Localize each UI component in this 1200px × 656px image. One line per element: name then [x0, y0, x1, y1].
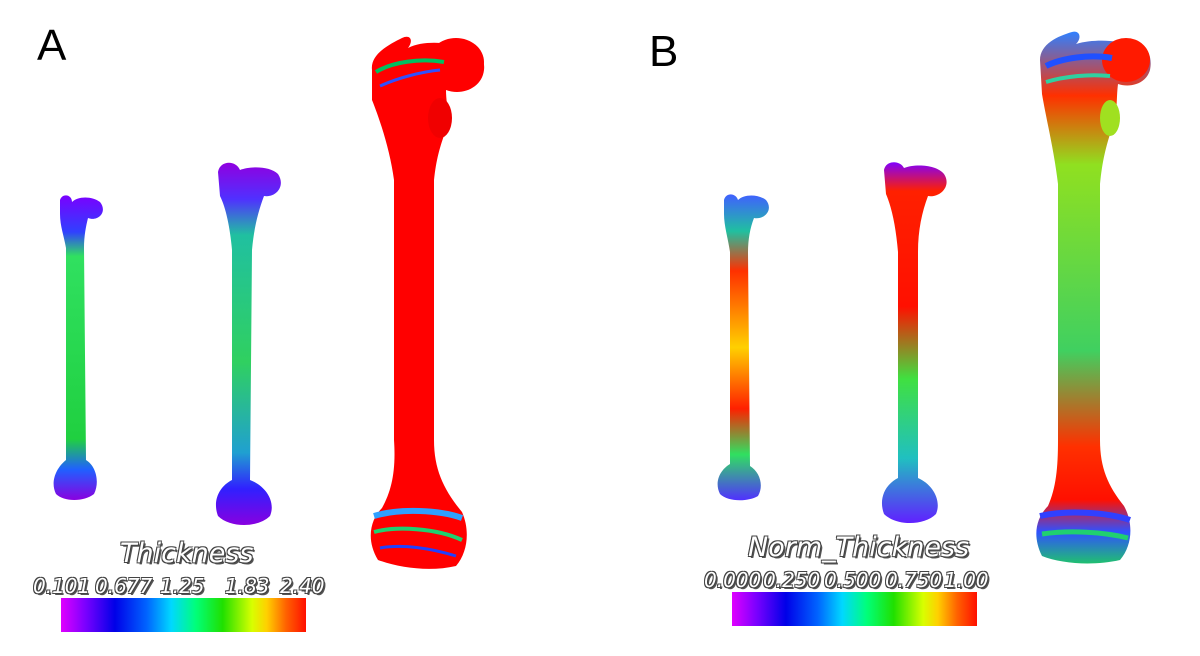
femur-small-a: [53, 195, 103, 500]
femur-medium-a: [215, 162, 281, 526]
panel-label-a: A: [37, 21, 67, 70]
colorbar-tick: 0.677: [95, 574, 153, 598]
colorbar-title: Thickness: [120, 538, 254, 569]
panel-label-b: B: [649, 27, 679, 76]
colorbar-tick: 0.250: [763, 568, 821, 592]
colorbar-tick: 1.00: [944, 568, 989, 592]
femur-medium-b: [881, 162, 947, 523]
colorbar-tick: 0.500: [824, 568, 882, 592]
colorbar-tick: 0.750: [885, 568, 943, 592]
colorbar-tick: 2.40: [280, 574, 325, 598]
colorbar-tick: 0.000: [704, 568, 762, 592]
femur-large-b: [1036, 31, 1151, 564]
colorbar: [61, 598, 306, 632]
femur-renderings-b: [717, 31, 1151, 564]
femur-small-b: [717, 194, 769, 501]
panel-b: B: [600, 0, 1200, 656]
femur-renderings-a: [53, 36, 485, 569]
panel-a: A: [33, 21, 485, 632]
colorbar-title: Norm_Thickness: [748, 532, 970, 563]
femur-large-a: [370, 36, 485, 569]
colorbar-tick: 1.25: [160, 574, 205, 598]
colorbar-tick: 1.83: [225, 574, 270, 598]
colorbar-tick: 0.101: [33, 574, 91, 598]
colorbar: [732, 592, 977, 626]
